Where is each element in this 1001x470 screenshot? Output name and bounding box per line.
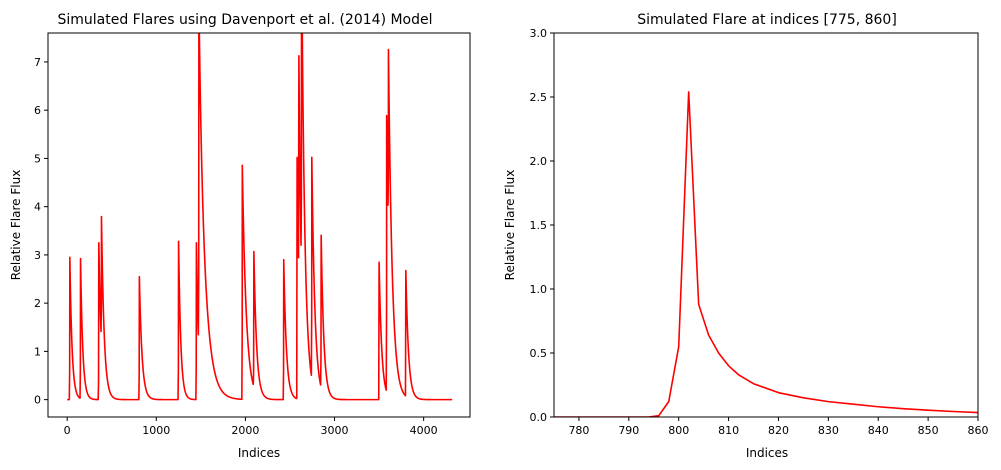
chart-left-y-axis-label: Relative Flare Flux <box>9 170 23 281</box>
chart-left-y-tick-label: 5 <box>34 152 41 165</box>
chart-right-y-ticks: 0.0 0.5 1.0 1.5 2.0 2.5 3.0 <box>530 27 554 424</box>
chart-left-x-axis-label: Indices <box>238 446 280 460</box>
chart-right-x-tick-label: 850 <box>918 424 939 437</box>
chart-left-x-ticks: 0 1000 2000 3000 4000 <box>64 417 438 437</box>
chart-right-y-axis-label: Relative Flare Flux <box>503 170 517 281</box>
chart-right-x-tick-label: 800 <box>668 424 689 437</box>
chart-left-x-tick-label: 2000 <box>231 424 259 437</box>
chart-left-y-tick-label: 2 <box>34 297 41 310</box>
chart-left-y-tick-label: 0 <box>34 394 41 407</box>
chart-left-x-tick-label: 1000 <box>142 424 170 437</box>
chart-right-series-line <box>554 91 978 417</box>
chart-right-y-tick-label: 1.0 <box>530 283 548 296</box>
chart-left-x-tick-label: 4000 <box>410 424 438 437</box>
chart-left-title: Simulated Flares using Davenport et al. … <box>57 12 432 28</box>
chart-left-y-tick-label: 1 <box>34 345 41 358</box>
chart-left-y-tick-label: 6 <box>34 104 41 117</box>
chart-right-y-tick-label: 2.0 <box>530 155 548 168</box>
chart-left-y-ticks: 0 1 2 3 4 5 6 7 <box>34 56 48 407</box>
chart-left: Simulated Flares using Davenport et al. … <box>9 12 471 460</box>
chart-left-y-tick-label: 3 <box>34 249 41 262</box>
chart-right-y-tick-label: 2.5 <box>530 91 548 104</box>
chart-left-frame <box>47 32 471 418</box>
chart-left-x-tick-label: 0 <box>64 424 71 437</box>
chart-left-plot-area <box>66 33 453 401</box>
chart-right-y-tick-label: 0.0 <box>530 411 548 424</box>
chart-right: Simulated Flare at indices [775, 860] 78… <box>503 12 989 460</box>
chart-right-x-tick-label: 780 <box>568 424 589 437</box>
chart-right-x-tick-label: 820 <box>768 424 789 437</box>
chart-left-series-line <box>66 33 453 401</box>
chart-right-x-tick-label: 790 <box>618 424 639 437</box>
chart-right-x-tick-label: 830 <box>818 424 839 437</box>
chart-right-x-tick-label: 840 <box>868 424 889 437</box>
chart-left-y-tick-label: 4 <box>34 201 41 214</box>
chart-right-title: Simulated Flare at indices [775, 860] <box>637 12 897 28</box>
chart-right-plot-area <box>554 91 978 417</box>
chart-right-x-tick-label: 810 <box>718 424 739 437</box>
chart-right-y-tick-label: 1.5 <box>530 219 548 232</box>
chart-left-x-tick-label: 3000 <box>321 424 349 437</box>
chart-right-x-ticks: 780 790 800 810 820 830 840 850 860 <box>568 417 989 437</box>
chart-right-y-tick-label: 0.5 <box>530 347 548 360</box>
chart-right-frame <box>553 32 979 418</box>
chart-right-y-tick-label: 3.0 <box>530 27 548 40</box>
chart-left-y-tick-label: 7 <box>34 56 41 69</box>
chart-right-x-axis-label: Indices <box>746 446 788 460</box>
chart-right-x-tick-label: 860 <box>968 424 989 437</box>
